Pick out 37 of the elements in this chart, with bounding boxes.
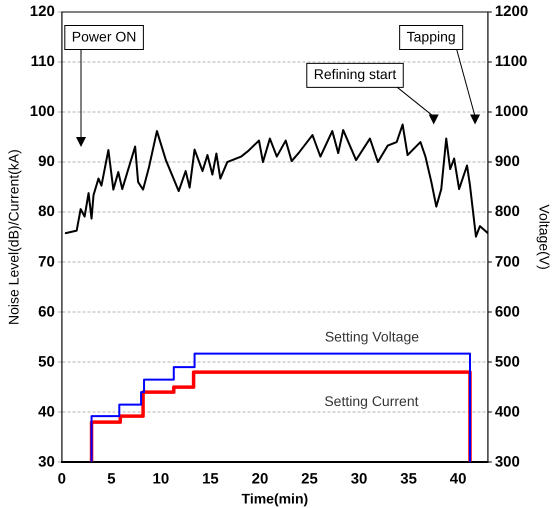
y2-tick-label: 1200 <box>494 3 528 20</box>
series-label: Setting Current <box>324 393 419 410</box>
y-tick-label: 50 <box>38 353 55 370</box>
annotation: Power ON <box>72 28 136 44</box>
y-tick-label: 80 <box>38 203 55 220</box>
x-tick-label: 40 <box>450 470 466 488</box>
annotation: Refining start <box>314 66 396 82</box>
y-tick-label: 90 <box>38 153 55 170</box>
y-tick-label: 110 <box>30 53 55 70</box>
y2-tick-label: 900 <box>494 153 520 170</box>
y2-tick-label: 700 <box>494 253 520 270</box>
y-tick-label: 40 <box>38 403 55 420</box>
x-tick-label: 20 <box>252 470 268 488</box>
x-tick-label: 10 <box>152 470 170 488</box>
x-axis-title: Time(min) <box>242 490 308 506</box>
y2-tick-label: 1100 <box>494 53 528 70</box>
y2-tick-label: 400 <box>494 403 520 420</box>
x-tick-label: 25 <box>301 470 318 488</box>
y-tick-label: 100 <box>30 103 55 120</box>
y-tick-label: 70 <box>38 253 55 270</box>
y2-tick-label: 800 <box>494 203 520 220</box>
x-tick-label: 0 <box>58 470 66 488</box>
annotation: Tapping <box>406 28 456 44</box>
y2-axis-title: Voltage(V) <box>536 204 553 270</box>
x-tick-label: 35 <box>400 470 417 488</box>
y-tick-label: 120 <box>30 3 55 20</box>
y2-tick-label: 300 <box>494 453 520 470</box>
x-tick-label: 15 <box>202 470 219 488</box>
y-tick-label: 30 <box>38 453 55 470</box>
y-axis-title: Noise Level(dB)/Current(kA) <box>5 149 22 326</box>
y2-tick-label: 500 <box>494 353 520 370</box>
y2-tick-label: 1000 <box>494 103 528 120</box>
y2-tick-label: 600 <box>494 303 520 320</box>
x-tick-label: 30 <box>350 470 368 488</box>
x-tick-label: 5 <box>107 470 116 488</box>
series-label: Setting Voltage <box>324 328 420 345</box>
y-tick-label: 60 <box>38 303 55 320</box>
